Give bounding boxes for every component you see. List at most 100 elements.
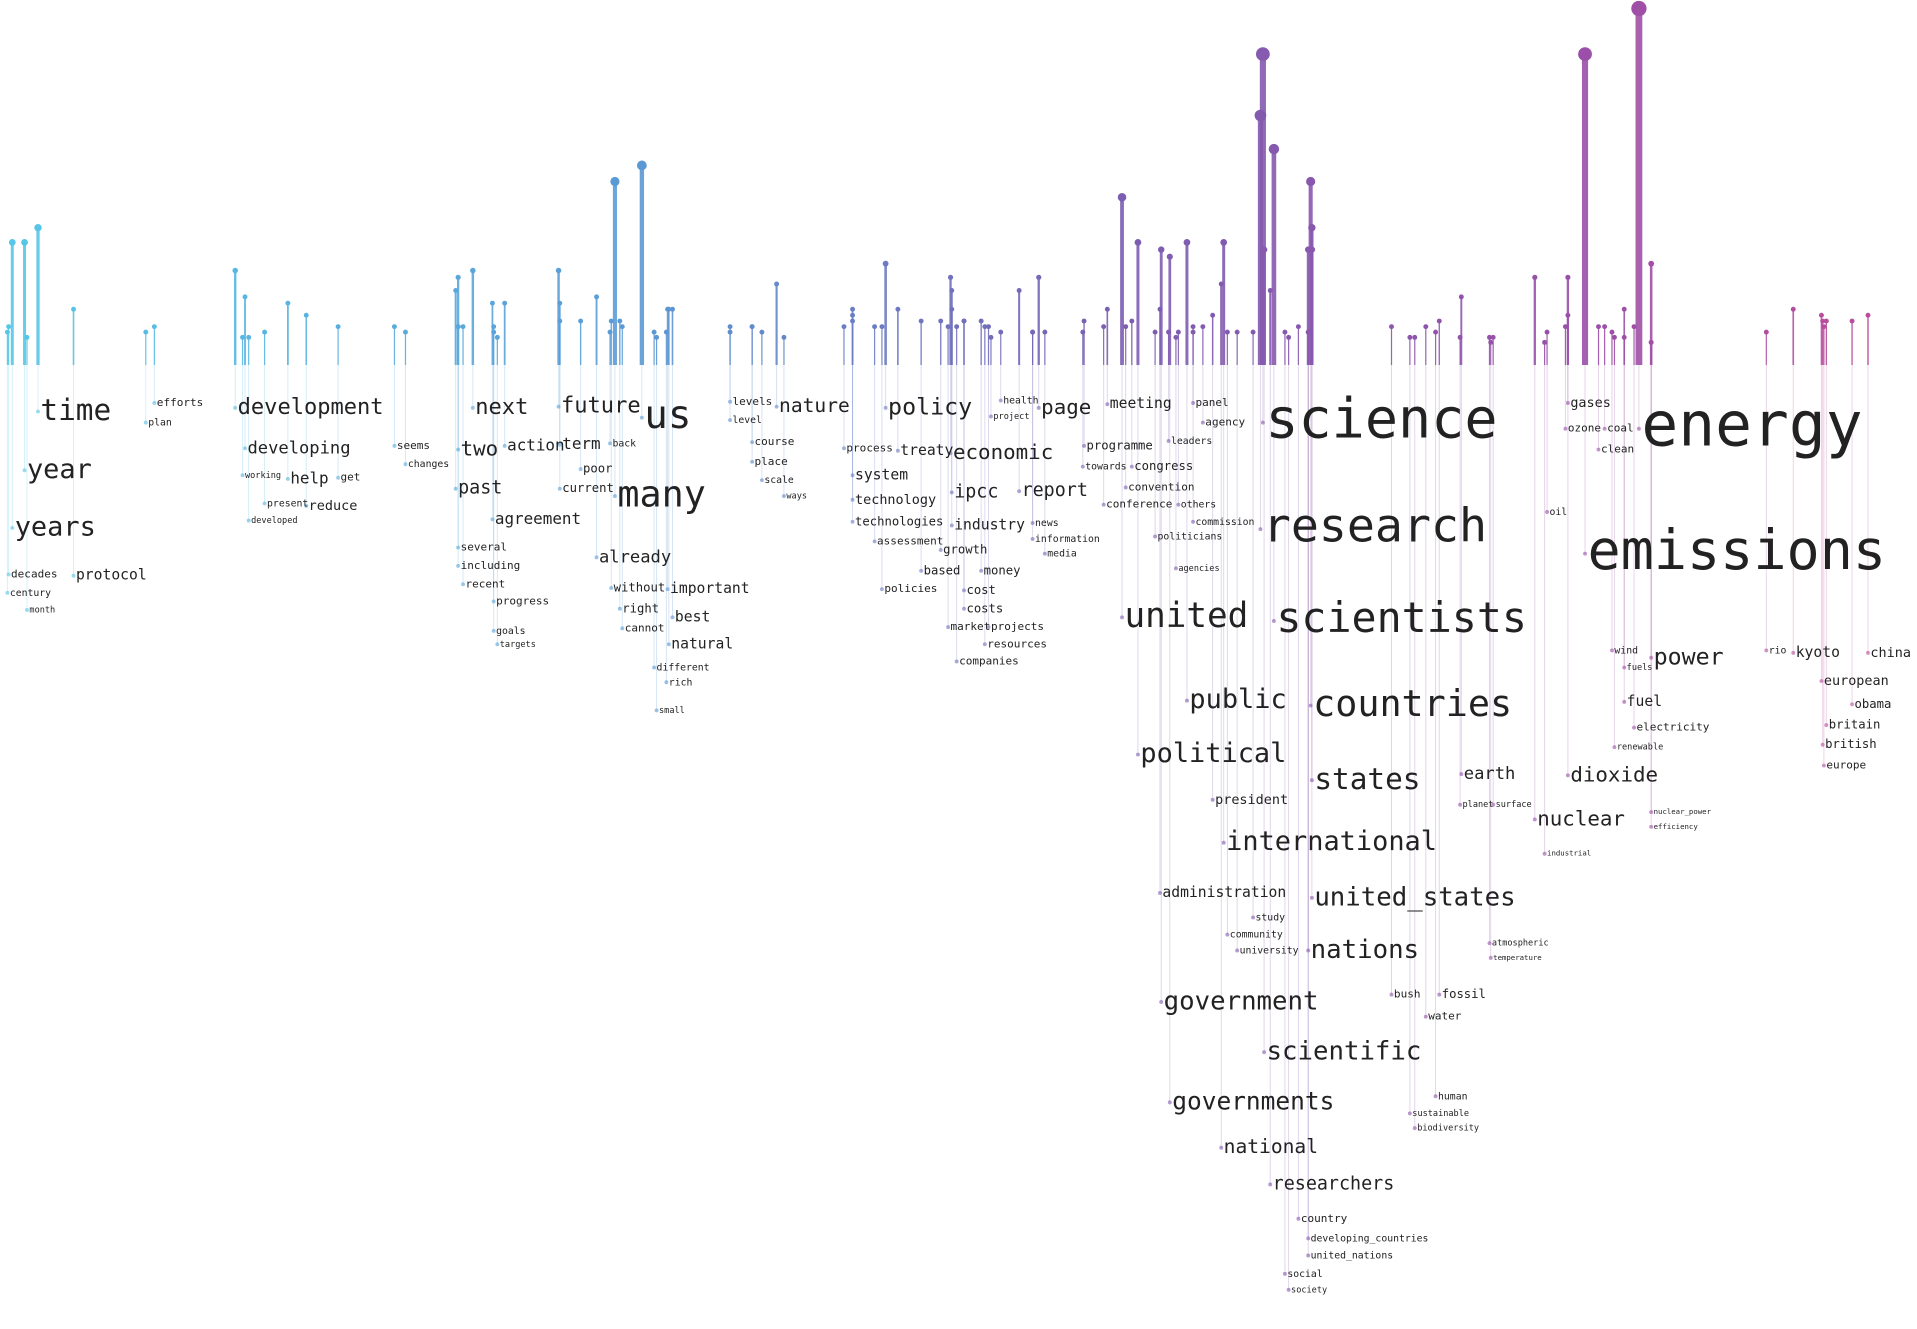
word: programme bbox=[1087, 438, 1153, 452]
stem-dot bbox=[285, 300, 291, 306]
stem-dot bbox=[460, 324, 466, 330]
word: working bbox=[245, 471, 281, 481]
word: conference bbox=[1106, 498, 1172, 511]
word: britain bbox=[1829, 718, 1881, 732]
word-dot bbox=[1545, 510, 1550, 514]
word: industry bbox=[954, 516, 1025, 533]
word-dot bbox=[1082, 443, 1087, 448]
word-dot bbox=[1565, 401, 1570, 405]
stem-dot bbox=[232, 267, 238, 274]
word: president bbox=[1215, 792, 1288, 808]
word-dot bbox=[1080, 464, 1085, 469]
stem-dot bbox=[1562, 324, 1568, 330]
word-dot bbox=[608, 441, 612, 446]
word-dot bbox=[1129, 464, 1134, 469]
word-dot bbox=[1258, 527, 1263, 532]
word-dot bbox=[1622, 699, 1627, 704]
word: next bbox=[475, 395, 528, 420]
stem-dot bbox=[1578, 47, 1592, 62]
stem-dot bbox=[242, 294, 248, 300]
word-dot bbox=[979, 568, 984, 573]
word-dot bbox=[1488, 955, 1493, 960]
word-dot bbox=[1423, 1014, 1428, 1019]
word: others bbox=[1181, 500, 1216, 511]
word: ipcc bbox=[954, 481, 998, 502]
stem-dot bbox=[555, 267, 562, 274]
stem-dot bbox=[1158, 246, 1165, 253]
word-dot bbox=[850, 519, 855, 524]
word-dot bbox=[403, 462, 408, 467]
word: surface bbox=[1496, 800, 1532, 810]
stem-dot bbox=[1254, 109, 1267, 122]
word: rich bbox=[669, 677, 693, 688]
stem-dot bbox=[1818, 312, 1824, 318]
stem-dot bbox=[1042, 329, 1048, 335]
word-dot bbox=[453, 486, 458, 491]
word-dot bbox=[578, 467, 583, 472]
stem-dot bbox=[1175, 329, 1181, 335]
word: country bbox=[1301, 1212, 1348, 1225]
word: us bbox=[644, 393, 691, 438]
word: water bbox=[1428, 1010, 1462, 1023]
word: cost bbox=[966, 583, 995, 597]
word: developing bbox=[247, 438, 350, 458]
word: resources bbox=[987, 637, 1047, 650]
word-dot bbox=[1610, 648, 1614, 653]
word-dot bbox=[842, 446, 846, 451]
stem-dot bbox=[1488, 339, 1494, 345]
word-dot bbox=[1296, 1216, 1301, 1221]
word: temperature bbox=[1493, 953, 1542, 962]
word-dot bbox=[986, 625, 991, 630]
word-dot bbox=[557, 486, 562, 491]
word: meeting bbox=[1110, 395, 1172, 412]
word: project bbox=[993, 412, 1029, 422]
stem-dot bbox=[1117, 192, 1127, 202]
stem-dot bbox=[982, 324, 988, 330]
word-dot bbox=[949, 490, 954, 495]
stem-dot bbox=[502, 300, 508, 306]
stem-dot bbox=[1849, 318, 1855, 324]
word: technology bbox=[855, 492, 936, 508]
stem-dot bbox=[240, 334, 246, 340]
word-dot bbox=[948, 451, 953, 456]
stem-dot bbox=[651, 329, 657, 335]
word-dot bbox=[1532, 817, 1537, 822]
word-dot bbox=[336, 475, 341, 480]
stem-dot bbox=[491, 329, 497, 335]
word-dot bbox=[1820, 742, 1825, 747]
stem-dot bbox=[1250, 329, 1256, 335]
word: agency bbox=[1205, 416, 1245, 429]
word: goals bbox=[496, 626, 525, 637]
word-dot bbox=[456, 545, 461, 550]
word-dot bbox=[1866, 650, 1870, 655]
word: fuels bbox=[1627, 663, 1653, 673]
word: term bbox=[562, 434, 600, 453]
stem-dot bbox=[303, 312, 309, 318]
word: back bbox=[612, 438, 636, 449]
stem-dot bbox=[1080, 329, 1086, 335]
labels: time year years decades century month protocol… bbox=[10, 387, 1911, 1296]
word-dot bbox=[1306, 1236, 1311, 1241]
word: social bbox=[1287, 1269, 1322, 1280]
stem-dot bbox=[403, 329, 408, 335]
word: leaders bbox=[1171, 436, 1212, 447]
stem-dot bbox=[491, 324, 497, 330]
word: course bbox=[755, 435, 795, 448]
stem-dot bbox=[727, 324, 733, 330]
word-dot bbox=[654, 708, 659, 713]
stem-dot bbox=[1544, 329, 1550, 335]
word: scale bbox=[764, 475, 794, 486]
word: united_states bbox=[1314, 882, 1515, 912]
word-dot bbox=[1309, 778, 1314, 783]
word: dioxide bbox=[1570, 762, 1658, 786]
word-dot bbox=[1173, 566, 1178, 571]
word-dot bbox=[1200, 420, 1205, 425]
stem-dot bbox=[1407, 334, 1413, 340]
word: united_nations bbox=[1311, 1251, 1393, 1262]
stem-dot bbox=[1458, 294, 1464, 300]
word: kyoto bbox=[1796, 644, 1840, 661]
word-dot bbox=[1176, 502, 1181, 507]
stem-dot bbox=[879, 324, 885, 330]
word-dot bbox=[666, 642, 671, 647]
